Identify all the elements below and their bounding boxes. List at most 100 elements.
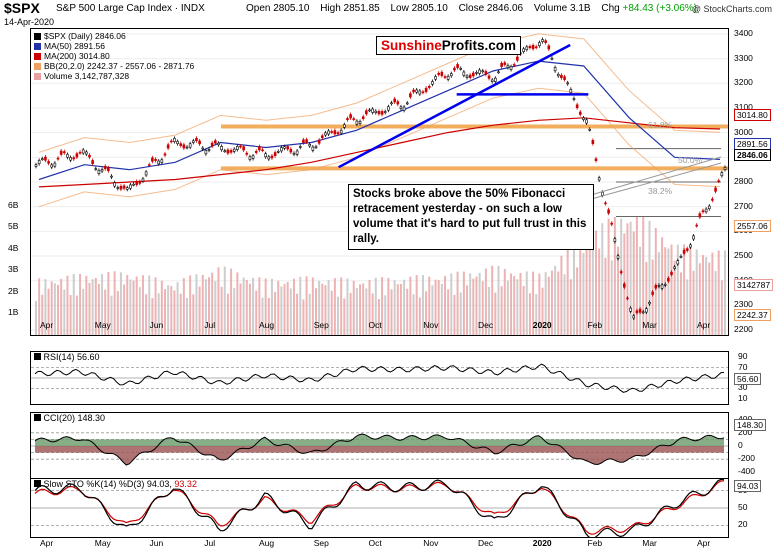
- candle-body: [47, 161, 50, 164]
- volume-bar: [705, 257, 708, 335]
- volume-axis-label: 6B: [8, 199, 19, 210]
- chart-symbol: $SPX: [4, 0, 40, 16]
- candle-body: [267, 156, 271, 160]
- volume-bar: [582, 253, 585, 335]
- volume-bar: [393, 280, 396, 335]
- volume-bar: [346, 278, 349, 335]
- price-axis-label: 3400: [734, 27, 753, 38]
- osc-axis-label: 70: [738, 361, 748, 372]
- cci-tag: 148.30: [734, 419, 766, 431]
- candle-body: [330, 131, 334, 133]
- volume-bar: [503, 268, 506, 335]
- volume-axis-label: 1B: [8, 307, 19, 318]
- candle-body: [377, 110, 381, 115]
- candle-body: [78, 151, 82, 154]
- rsi-panel: [30, 351, 729, 405]
- volume-bar: [135, 276, 138, 335]
- candle-body: [645, 308, 648, 313]
- candle-body: [387, 106, 390, 111]
- volume-bar: [214, 281, 217, 335]
- volume-bar: [689, 245, 692, 335]
- volume-bar: [365, 288, 368, 335]
- osc-axis-label: -200: [738, 453, 756, 464]
- volume-bar: [421, 275, 424, 335]
- candle-body: [698, 213, 702, 218]
- pointer-line-1: [583, 156, 722, 198]
- bbmid-tag: 2557.06: [734, 220, 771, 232]
- candle-body: [591, 140, 595, 144]
- candle-body: [56, 157, 60, 160]
- volume-bar: [695, 249, 698, 335]
- price-axis-label: 3000: [734, 126, 753, 137]
- osc-axis-label: 20: [738, 519, 748, 530]
- price-axis-label: 2500: [734, 250, 753, 261]
- candle-body: [229, 150, 233, 153]
- candle-body: [556, 73, 560, 77]
- volume-bar: [315, 288, 318, 335]
- cci-panel: [30, 412, 729, 480]
- candle-body: [701, 210, 705, 213]
- price-axis-label: 3300: [734, 52, 753, 63]
- candle-body: [707, 205, 711, 210]
- candle-body: [119, 185, 123, 190]
- volume-bar: [129, 279, 132, 335]
- candle-body: [692, 235, 695, 240]
- candle-body: [512, 64, 516, 66]
- close-label: Close: [458, 3, 485, 14]
- volume-bar: [333, 278, 336, 335]
- candle-body: [122, 185, 126, 189]
- volume-bar: [63, 289, 66, 335]
- candle-body: [50, 164, 54, 168]
- candle-body: [475, 72, 478, 74]
- legend-ma200: MA(200) 3014.80: [34, 51, 194, 61]
- volume-bar: [280, 286, 283, 335]
- volume-bar: [374, 277, 377, 335]
- volume-bar: [330, 290, 333, 335]
- volume-bar: [626, 223, 629, 335]
- volume-bar: [698, 263, 701, 335]
- month-label-bottom: Apr: [697, 538, 711, 548]
- candle-body: [88, 154, 91, 158]
- rsi-swatch: [34, 353, 41, 360]
- volume-bar: [91, 279, 94, 335]
- candle-body: [254, 150, 258, 153]
- volume-bar: [72, 274, 75, 335]
- candle-body: [575, 104, 579, 109]
- stockcharts-credit[interactable]: @ StockCharts.com: [691, 4, 772, 14]
- volume-bar: [667, 248, 670, 335]
- candle-body: [66, 154, 69, 158]
- candle-body: [553, 67, 557, 72]
- osc-axis-label: 10: [738, 392, 748, 403]
- candle-body: [298, 146, 302, 148]
- candle-body: [163, 153, 167, 156]
- bblow-tag: 2242.37: [734, 309, 771, 321]
- volume-bar: [488, 287, 491, 335]
- volume-bar: [506, 280, 509, 335]
- volume-bar: [724, 250, 726, 335]
- volume-bar: [255, 290, 258, 335]
- month-label-main: Nov: [423, 320, 439, 330]
- volume-bar: [204, 279, 207, 335]
- candle-body: [110, 175, 113, 178]
- candle-body: [509, 66, 513, 70]
- candle-body: [371, 108, 374, 113]
- volume-bar: [138, 287, 141, 335]
- volume-bar: [541, 287, 544, 335]
- volume-bar: [110, 295, 113, 335]
- volume-bar: [387, 277, 390, 335]
- month-label-main: Oct: [368, 320, 382, 330]
- volume-bar: [371, 293, 374, 335]
- candle-body: [472, 72, 475, 77]
- volume-bar: [208, 277, 211, 335]
- volume-bar: [359, 284, 362, 335]
- chg-value: +84.43 (+3.06%): [622, 3, 698, 14]
- volume-bar: [192, 294, 195, 335]
- volume-bar: [261, 297, 264, 335]
- legend-ma200-swatch: [34, 52, 41, 60]
- sto-d-value: 93.32: [174, 479, 197, 489]
- candle-body: [75, 153, 79, 158]
- month-label-bottom: Aug: [259, 538, 275, 548]
- candle-body: [541, 39, 544, 42]
- legend-ma50-swatch: [34, 42, 41, 50]
- ma50-line: [38, 60, 721, 181]
